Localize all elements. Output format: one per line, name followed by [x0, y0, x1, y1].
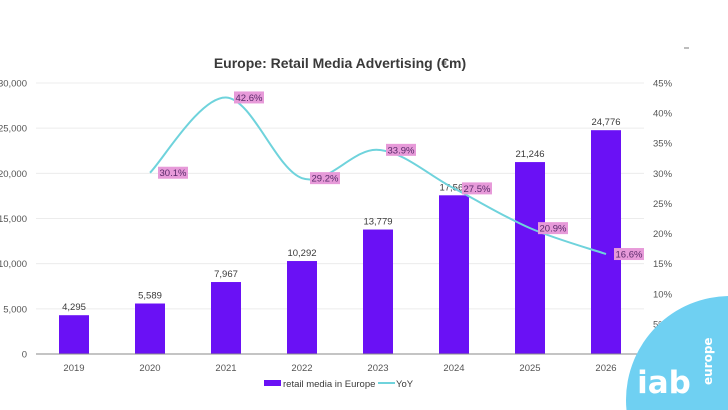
yoy-label-bg [158, 166, 188, 179]
yoy-label-text: 30.1% [160, 168, 187, 179]
yoy-label-2022: 29.2% [310, 172, 340, 185]
yoy-label-bg [462, 182, 492, 195]
x-tick-label: 2022 [291, 363, 312, 374]
bar-series [59, 130, 621, 354]
y2-tick-label: 20% [653, 229, 673, 240]
y-tick-label: 30,000 [0, 79, 27, 90]
yoy-label-2025: 20.9% [538, 222, 568, 235]
logo-subtext: europe [701, 337, 715, 385]
chart-title: Europe: Retail Media Advertising (€m) [214, 55, 466, 71]
yoy-label-bg [386, 143, 416, 156]
bar-2020 [135, 303, 165, 354]
y-tick-label: 5,000 [3, 304, 27, 315]
bar-2024 [439, 195, 469, 354]
logo-badge [626, 296, 728, 410]
bar-value-label: 13,779 [363, 217, 392, 228]
yoy-label-2024: 27.5% [462, 182, 492, 195]
yoy-label-bg [614, 248, 644, 261]
x-tick-label: 2021 [215, 363, 236, 374]
x-tick-label: 2019 [63, 363, 84, 374]
bar-value-label: 5,589 [138, 291, 162, 302]
yoy-line [149, 96, 607, 255]
bar-value-label: 10,292 [287, 248, 316, 259]
bar-value-label: 7,967 [214, 269, 238, 280]
bar-value-label: 24,776 [591, 117, 620, 128]
left-axis: 0 5,000 10,000 15,000 20,000 25,000 30,000 [0, 79, 27, 361]
yoy-label-text: 16.6% [616, 250, 643, 261]
bar-value-label: 4,295 [62, 302, 86, 313]
y2-tick-label: 25% [653, 199, 673, 210]
yoy-label-text: 29.2% [312, 174, 339, 185]
yoy-label-2026: 16.6% [614, 248, 644, 261]
bar-2025 [515, 162, 545, 354]
bar-2021 [211, 282, 241, 354]
yoy-label-text: 27.5% [464, 184, 491, 195]
yoy-label-2021: 42.6% [234, 91, 264, 104]
legend-swatch-bar [264, 380, 281, 386]
legend: retail media in Europe YoY [264, 379, 414, 390]
yoy-label-bg [234, 91, 264, 104]
logo-text: iab [637, 365, 691, 401]
corner-mark [684, 47, 689, 49]
y2-tick-label: 35% [653, 139, 673, 150]
gridlines [36, 82, 644, 310]
y-tick-label: 25,000 [0, 124, 27, 135]
iab-europe-logo: iab europe [626, 296, 728, 410]
x-tick-label: 2025 [519, 363, 540, 374]
y2-tick-label: 40% [653, 109, 673, 120]
bar-2026 [591, 130, 621, 354]
x-axis: 2019 2020 2021 2022 2023 2024 2025 2026 [36, 353, 644, 374]
y-tick-label: 0 [22, 350, 27, 361]
yoy-label-text: 42.6% [236, 93, 263, 104]
x-tick-label: 2020 [139, 363, 160, 374]
y-tick-label: 20,000 [0, 169, 27, 180]
y2-tick-label: 15% [653, 259, 673, 270]
bar-2019 [59, 315, 89, 354]
legend-label-line: YoY [396, 379, 414, 390]
bar-2023 [363, 229, 393, 354]
legend-label-bar: retail media in Europe [283, 379, 375, 390]
yoy-data-labels: 30.1% 42.6% 29.2% 33.9% 27.5% 20.9% 16.6% [158, 91, 644, 261]
y2-tick-label: 10% [653, 289, 673, 300]
y-tick-label: 10,000 [0, 259, 27, 270]
x-tick-label: 2026 [595, 363, 616, 374]
yoy-label-text: 20.9% [540, 224, 567, 235]
bar-2022 [287, 261, 317, 354]
y-tick-label: 15,000 [0, 214, 27, 225]
yoy-label-2020: 30.1% [158, 166, 188, 179]
x-tick-label: 2023 [367, 363, 388, 374]
y2-tick-label: 30% [653, 169, 673, 180]
bar-value-label: 21,246 [515, 149, 544, 160]
yoy-label-bg [310, 172, 340, 185]
yoy-label-2023: 33.9% [386, 143, 416, 156]
y2-tick-label: 45% [653, 79, 673, 90]
yoy-label-text: 33.9% [388, 145, 415, 156]
yoy-line-series [149, 96, 607, 255]
yoy-label-bg [538, 222, 568, 235]
x-tick-label: 2024 [443, 363, 464, 374]
